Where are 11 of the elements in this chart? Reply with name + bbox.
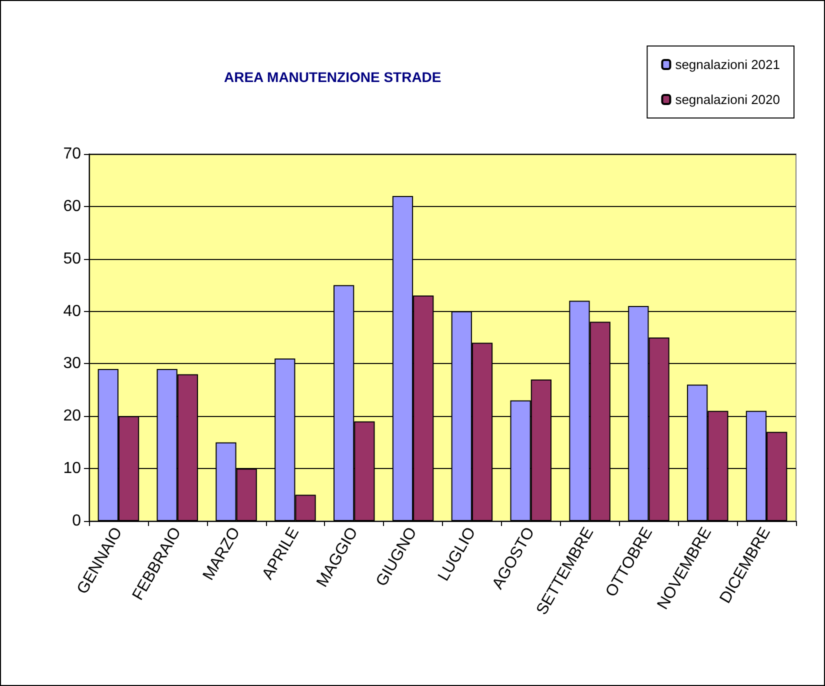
chart-title: AREA MANUTENZIONE STRADE <box>224 69 442 85</box>
y-tick-label: 40 <box>63 302 82 320</box>
legend-label: segnalazioni 2021 <box>675 57 780 72</box>
y-tick-label: 60 <box>63 198 82 215</box>
y-tick-label: 0 <box>72 512 82 530</box>
y-tick-label: 10 <box>63 460 82 478</box>
y-tick-label: 30 <box>63 355 82 372</box>
legend-label: segnalazioni 2020 <box>675 92 780 107</box>
y-tick-label: 20 <box>63 408 82 425</box>
y-tick-label: 50 <box>63 250 82 268</box>
y-tick-label: 70 <box>63 146 82 162</box>
